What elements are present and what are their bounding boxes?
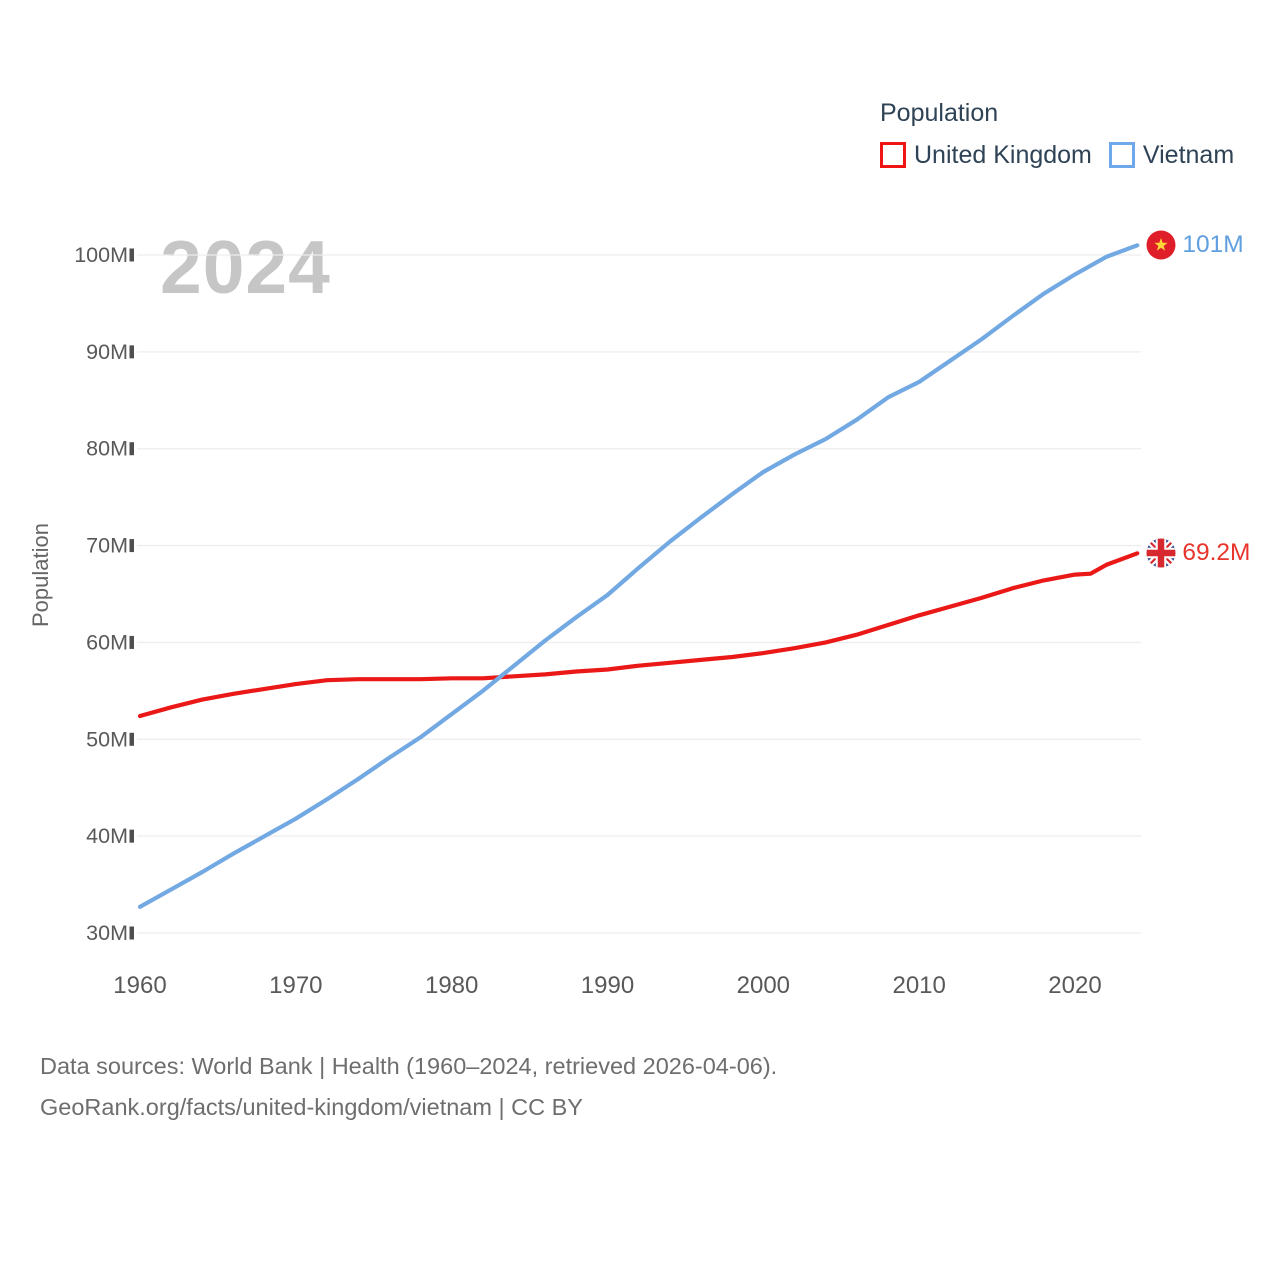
- chart-legend: Population United Kingdom Vietnam: [880, 99, 1234, 170]
- data-sources-line: Data sources: World Bank | Health (1960–…: [40, 1053, 778, 1079]
- legend-title: Population: [880, 99, 999, 127]
- x-tick-label: 2020: [1048, 972, 1101, 999]
- vietnam-series-swatch: [1108, 142, 1135, 169]
- y-tick-label: 60M: [86, 630, 128, 654]
- y-axis-tick: [129, 442, 134, 456]
- attribution-footer: Data sources: World Bank | Health (1960–…: [40, 1046, 777, 1128]
- y-tick-label: 40M: [86, 824, 128, 848]
- x-tick-label: 1970: [269, 972, 322, 999]
- legend-items: United Kingdom Vietnam: [880, 141, 1234, 170]
- vietnam-series-line: [137, 243, 1140, 909]
- x-tick-label: 1960: [113, 972, 166, 999]
- y-tick-label: 70M: [86, 534, 128, 558]
- legend-item-label: Vietnam: [1142, 140, 1235, 169]
- y-tick-label: 80M: [86, 437, 128, 461]
- y-tick-label: 90M: [86, 340, 128, 364]
- year-watermark: 2024: [160, 225, 331, 309]
- vietnam-flag-icon: [1146, 230, 1176, 260]
- y-axis-tick: [129, 926, 134, 940]
- y-axis-tick: [129, 829, 134, 843]
- legend-item-label: United Kingdom: [914, 140, 1092, 169]
- y-axis-tick: [129, 635, 134, 649]
- uk-end-value-label: 69.2M: [1182, 539, 1251, 567]
- vietnam-end-value-label: 101M: [1182, 231, 1244, 259]
- uk-flag-icon: [1146, 538, 1176, 568]
- x-tick-label: 2010: [892, 972, 945, 999]
- legend-item-vietnam[interactable]: Vietnam: [1108, 140, 1235, 170]
- x-tick-label: 1980: [425, 972, 478, 999]
- y-tick-label: 50M: [86, 727, 128, 751]
- y-tick-label: 100M: [74, 243, 128, 267]
- x-tick-label: 1990: [581, 972, 634, 999]
- uk-series-swatch: [880, 142, 906, 169]
- y-axis-tick: [129, 345, 134, 359]
- y-axis-tick: [129, 539, 134, 553]
- source-url-line: GeoRank.org/facts/united-kingdom/vietnam…: [40, 1094, 583, 1120]
- y-axis-tick: [129, 248, 134, 262]
- legend-item-united-kingdom[interactable]: United Kingdom: [880, 141, 1092, 170]
- y-axis-tick: [129, 732, 134, 746]
- y-tick-label: 30M: [86, 921, 128, 945]
- united-kingdom-series-line: [137, 551, 1140, 719]
- x-tick-label: 2000: [737, 972, 790, 999]
